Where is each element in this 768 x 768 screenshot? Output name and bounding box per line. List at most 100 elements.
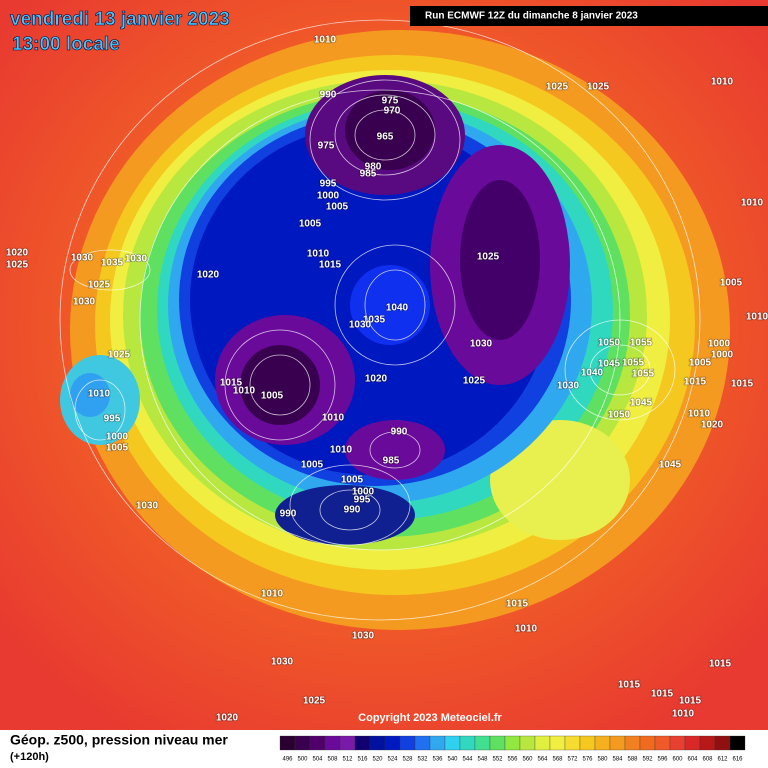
- legend-swatch: [549, 735, 566, 751]
- legend-swatch: [594, 735, 611, 751]
- forecast-date: vendredi 13 janvier 2023: [10, 9, 230, 30]
- legend-swatch: [309, 735, 326, 751]
- isobars: [59, 19, 701, 621]
- isobar-labels: 1010990975970965975980985995100010051005…: [5, 34, 768, 725]
- legend-label: 520: [372, 757, 383, 763]
- legend-label: 540: [447, 757, 458, 763]
- legend-label: 536: [432, 757, 443, 763]
- isobar-label: 1005: [341, 475, 364, 486]
- isobar-label: 1030: [557, 381, 580, 392]
- legend-swatch: [414, 735, 431, 751]
- forecast-time: 13:00 locale: [12, 34, 120, 55]
- legend-label: 496: [282, 757, 293, 763]
- isobar-label: 1010: [515, 624, 538, 635]
- isobar-label: 1025: [546, 82, 569, 93]
- legend-label: 552: [492, 757, 503, 763]
- legend-swatch: [714, 735, 731, 751]
- legend-label: 616: [732, 757, 743, 763]
- legend-label: 512: [342, 757, 353, 763]
- isobar-label: 1005: [299, 219, 322, 230]
- isobar-label: 1000: [708, 339, 731, 350]
- isobar-label: 1025: [463, 376, 486, 387]
- isobar-label: 1050: [608, 410, 631, 421]
- isobar-label: 995: [104, 414, 121, 425]
- isobar-label: 1045: [630, 398, 653, 409]
- legend-swatch: [504, 735, 521, 751]
- legend-label: 516: [357, 757, 368, 763]
- isobar-label: 1020: [6, 248, 29, 259]
- isobar-label: 975: [318, 141, 335, 152]
- legend-swatch: [564, 735, 581, 751]
- isobar-label: 980: [365, 162, 382, 173]
- isobar-label: 1005: [689, 358, 712, 369]
- legend-label: 564: [537, 757, 548, 763]
- isobar-label: 975: [382, 96, 399, 107]
- isobar-label: 990: [320, 90, 337, 101]
- legend-label: 504: [312, 757, 323, 763]
- legend-label: 608: [702, 757, 713, 763]
- footer-title: Géop. z500, pression niveau mer: [10, 732, 228, 748]
- legend-swatch: [279, 735, 296, 751]
- isobar-label: 1035: [101, 258, 124, 269]
- isobar-label: 1010: [711, 77, 734, 88]
- isobar-label: 1045: [659, 460, 682, 471]
- isobar-label: 1030: [349, 320, 372, 331]
- isobar-label: 1050: [598, 338, 621, 349]
- isobar-label: 1055: [622, 358, 645, 369]
- isobar-label: 1055: [632, 369, 655, 380]
- isobar-label: 1040: [581, 368, 604, 379]
- isobar-label: 1010: [688, 409, 711, 420]
- isobar-label: 1030: [470, 339, 493, 350]
- isobar-label: 1000: [711, 350, 734, 361]
- isobar-label: 1010: [672, 709, 695, 720]
- isobar-label: 1005: [261, 391, 284, 402]
- color-legend: 496 500 504 508 512 516 520 524 528 532 536 540 544 5…: [279, 735, 746, 763]
- isobar-label: 1000: [352, 487, 375, 498]
- isobar-label: 995: [320, 179, 337, 190]
- isobar-label: 1010: [322, 413, 345, 424]
- isobar-label: 1010: [746, 312, 768, 323]
- legend-label: 600: [672, 757, 683, 763]
- isobar-label: 1030: [352, 631, 375, 642]
- isobar-label: 1015: [319, 260, 342, 271]
- isobar-label: 1030: [125, 254, 148, 265]
- isobar-label: 1010: [314, 35, 337, 46]
- legend-label: 612: [717, 757, 728, 763]
- isobar-label: 1005: [301, 460, 324, 471]
- copyright: Copyright 2023 Meteociel.fr: [358, 712, 502, 724]
- isobar-label: 1015: [679, 696, 702, 707]
- isobar-label: 990: [391, 427, 408, 438]
- isobar-label: 1025: [477, 252, 500, 263]
- isobar-label: 1010: [741, 198, 764, 209]
- isobar-label: 1025: [587, 82, 610, 93]
- legend-label: 544: [462, 757, 473, 763]
- legend-swatch: [639, 735, 656, 751]
- isobar-label: 1020: [197, 270, 220, 281]
- isobar-label: 1015: [731, 379, 754, 390]
- isobar-label: 965: [377, 132, 394, 143]
- legend-label: 592: [642, 757, 653, 763]
- run-info: Run ECMWF 12Z du dimanche 8 janvier 2023: [425, 11, 638, 22]
- legend-label: 500: [297, 757, 308, 763]
- isobar-label: 1015: [651, 689, 674, 700]
- legend-label: 604: [687, 757, 698, 763]
- legend-swatch: [654, 735, 671, 751]
- isobar-label: 1015: [220, 378, 243, 389]
- isobar-label: 1015: [709, 659, 732, 670]
- legend-swatch: [444, 735, 461, 751]
- legend-swatch: [459, 735, 476, 751]
- geopotential-field: [60, 30, 730, 630]
- isobar-label: 1025: [303, 696, 326, 707]
- isobar-label: 1025: [108, 350, 131, 361]
- legend-label: 532: [417, 757, 428, 763]
- legend-swatch: [294, 735, 311, 751]
- legend-label: 568: [552, 757, 563, 763]
- isobar-label: 1020: [701, 420, 724, 431]
- legend-swatch: [519, 735, 536, 751]
- legend-swatch: [369, 735, 386, 751]
- isobar-label: 1010: [233, 386, 256, 397]
- legend-label: 596: [657, 757, 668, 763]
- legend-swatch: [324, 735, 341, 751]
- isobar-label: 1010: [307, 249, 330, 260]
